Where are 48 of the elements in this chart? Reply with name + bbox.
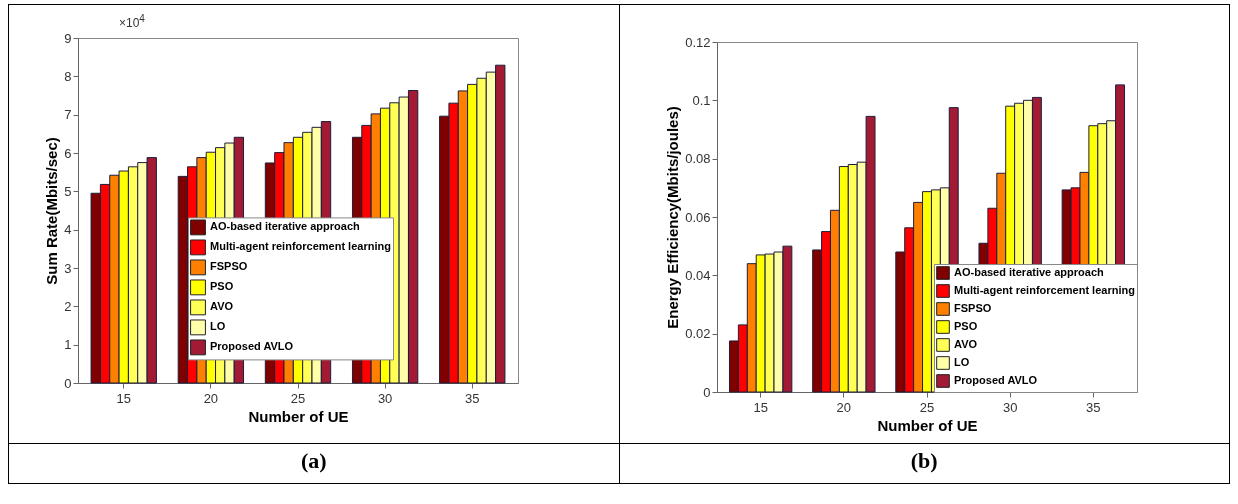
y-tick-label: 0.08 (684, 151, 710, 167)
legend-label: Multi-agent reinforcement learning (953, 284, 1135, 296)
x-tick-label: 20 (836, 399, 851, 415)
x-tick-label: 15 (752, 399, 768, 415)
legend-label: PSO (953, 320, 978, 332)
y-tick-label: 0.12 (684, 34, 710, 50)
y-tick-label: 0.04 (684, 267, 710, 283)
legend-label: LO (953, 356, 970, 368)
text: (b) (619, 443, 1229, 478)
legend-label: Multi-agent reinforcement learning (210, 240, 391, 253)
y-tick-label: 7 (64, 107, 72, 123)
y-tick-label: 4 (64, 222, 72, 238)
y-tick-label: 1 (64, 337, 72, 353)
legend-label: FSPSO (210, 260, 248, 273)
text: (a) (9, 443, 619, 478)
legend-label: AO-based iterative approach (210, 220, 361, 233)
x-tick-label: 20 (203, 390, 219, 406)
y-tick-label: 8 (64, 68, 72, 84)
y-tick-label: 0 (64, 375, 72, 391)
legend-label: LO (210, 320, 226, 333)
x-tick-label: 30 (377, 390, 393, 406)
legend-label: AVO (210, 300, 234, 313)
y-tick-label: 0.02 (684, 326, 710, 342)
y-tick-label: 0.1 (691, 92, 710, 108)
x-tick-label: 30 (1002, 399, 1017, 415)
y-tick-label: 2 (64, 298, 72, 314)
y-tick-label: 9 (64, 30, 72, 46)
y-tick-label: 0 (702, 384, 710, 400)
x-axis-title: Number of UE (248, 407, 349, 425)
y-tick-label: 0.06 (684, 209, 710, 225)
legend-label: PSO (210, 280, 234, 293)
legend-label: Proposed AVLO (210, 340, 294, 353)
y-axis-title: Sum Rate(Mbits/sec) (43, 137, 61, 285)
x-tick-label: 35 (1085, 399, 1101, 415)
text: ×10$^{4}$ (119, 13, 145, 30)
x-tick-label: 35 (465, 390, 480, 406)
legend-label: AO-based iterative approach (953, 266, 1104, 278)
y-tick-label: 6 (64, 145, 72, 161)
y-axis-title: Energy Efficiency(Mbits/joules) (663, 106, 681, 329)
legend-label: Proposed AVLO (953, 374, 1038, 386)
y-tick-label: 5 (64, 183, 72, 199)
x-tick-label: 25 (290, 390, 306, 406)
legend-label: AVO (953, 338, 977, 350)
x-tick-label: 25 (919, 399, 934, 415)
x-tick-label: 15 (116, 390, 131, 406)
legend-label: FSPSO (953, 302, 992, 314)
x-axis-title: Number of UE (876, 416, 978, 434)
y-tick-label: 3 (64, 260, 72, 276)
